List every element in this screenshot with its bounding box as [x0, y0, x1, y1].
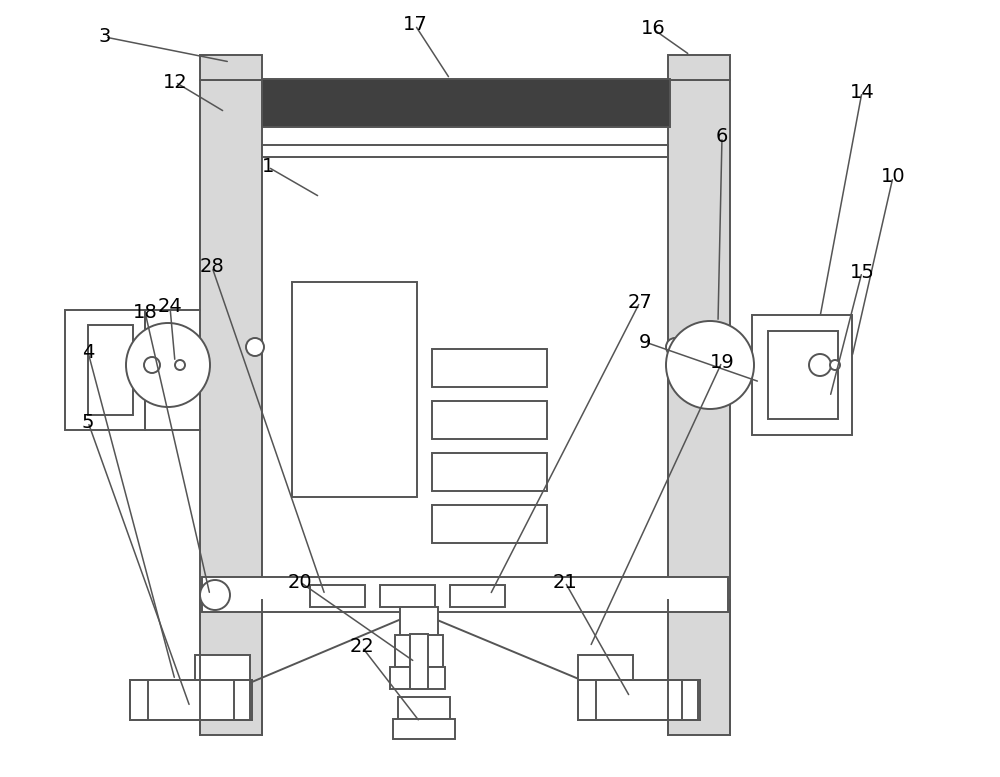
Bar	[292, 282, 417, 497]
Bar	[450, 585, 505, 607]
Bar	[88, 325, 133, 415]
Text: 28: 28	[200, 257, 224, 277]
Bar	[398, 697, 450, 722]
Text: 14: 14	[850, 82, 874, 102]
Text: 16: 16	[641, 19, 665, 39]
Bar	[202, 577, 728, 612]
Bar	[130, 680, 250, 720]
Text: 27: 27	[628, 292, 652, 312]
Bar	[195, 655, 250, 680]
Bar	[395, 635, 443, 667]
Text: 21: 21	[553, 573, 577, 591]
Bar	[410, 634, 428, 689]
Bar	[200, 55, 262, 80]
Text: 6: 6	[716, 127, 728, 147]
Bar	[668, 80, 730, 735]
Circle shape	[809, 354, 831, 376]
Circle shape	[200, 580, 230, 610]
Bar	[432, 453, 547, 491]
Circle shape	[666, 321, 754, 409]
Circle shape	[144, 357, 160, 373]
Text: 1: 1	[262, 158, 274, 176]
Circle shape	[246, 338, 264, 356]
Text: 22: 22	[350, 637, 374, 657]
Bar	[668, 55, 730, 80]
Circle shape	[126, 323, 210, 407]
Text: 18: 18	[133, 302, 157, 322]
Circle shape	[830, 360, 840, 370]
Bar	[390, 667, 445, 689]
Text: 15: 15	[850, 263, 874, 281]
Bar	[65, 310, 145, 430]
Text: 9: 9	[639, 333, 651, 351]
Text: 20: 20	[288, 573, 312, 591]
Bar	[400, 607, 438, 637]
Bar	[432, 401, 547, 439]
Text: 19: 19	[710, 353, 734, 371]
Text: 24: 24	[158, 298, 182, 316]
Bar	[262, 145, 668, 600]
Text: 3: 3	[99, 27, 111, 47]
Bar	[432, 349, 547, 387]
Bar	[752, 315, 852, 435]
Bar	[310, 585, 365, 607]
Circle shape	[175, 360, 185, 370]
Bar	[393, 719, 455, 739]
Text: 17: 17	[403, 16, 427, 34]
Text: 4: 4	[82, 343, 94, 361]
Text: 10: 10	[881, 168, 905, 186]
Bar	[380, 585, 435, 607]
Bar	[768, 331, 838, 419]
Bar	[200, 80, 262, 735]
Bar	[432, 505, 547, 543]
Text: 12: 12	[163, 72, 187, 92]
Text: 5: 5	[82, 413, 94, 431]
Bar	[578, 680, 698, 720]
Bar	[262, 79, 670, 127]
Bar	[578, 655, 633, 680]
Circle shape	[666, 338, 684, 356]
